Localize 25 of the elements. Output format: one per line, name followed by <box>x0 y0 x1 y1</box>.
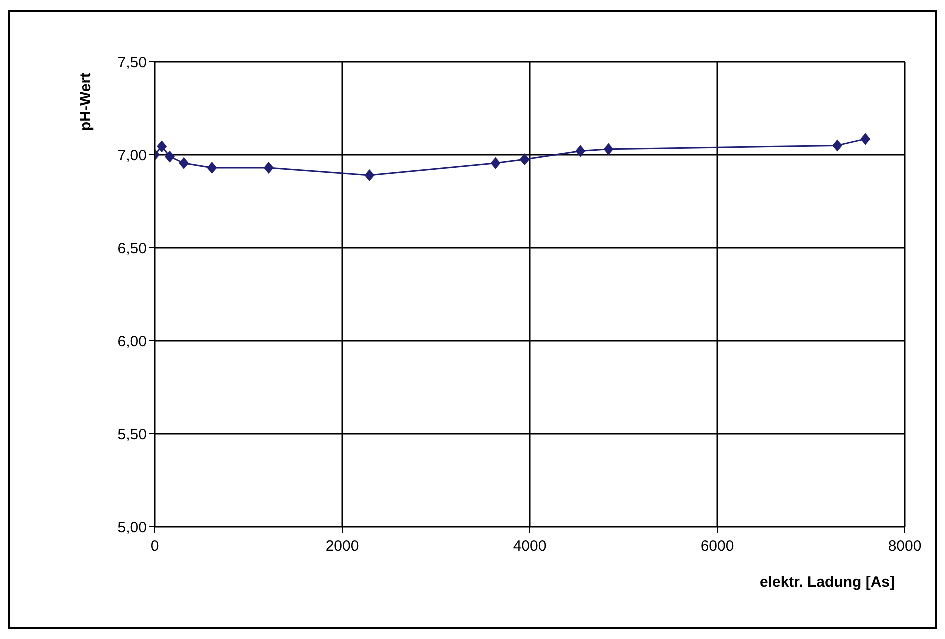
point <box>520 154 530 166</box>
point <box>207 162 218 174</box>
point <box>490 157 501 170</box>
point <box>165 150 175 163</box>
point <box>157 140 168 153</box>
y-tick-label: 5,50 <box>118 426 147 444</box>
point <box>576 145 586 158</box>
y-axis-title: pH-Wert <box>78 72 95 132</box>
y-tick-label: 6,00 <box>118 333 147 350</box>
y-tick-label: 7,00 <box>118 147 147 164</box>
y-tick-label: 7,50 <box>118 54 147 72</box>
x-tick-label: 6000 <box>700 538 734 555</box>
x-tick-label: 2000 <box>326 538 360 555</box>
y-tick-label: 6,50 <box>118 240 147 258</box>
point <box>860 133 871 146</box>
y-tick-label: 5,00 <box>118 519 147 536</box>
point <box>832 140 842 152</box>
point <box>364 169 375 182</box>
point <box>264 162 274 174</box>
point <box>179 157 190 170</box>
x-tick-label: 8000 <box>888 538 922 555</box>
x-axis-title: elektr. Ladung [As] <box>760 574 895 591</box>
x-tick-label: 0 <box>150 538 160 555</box>
point <box>604 143 614 156</box>
x-tick-label: 4000 <box>513 538 547 555</box>
